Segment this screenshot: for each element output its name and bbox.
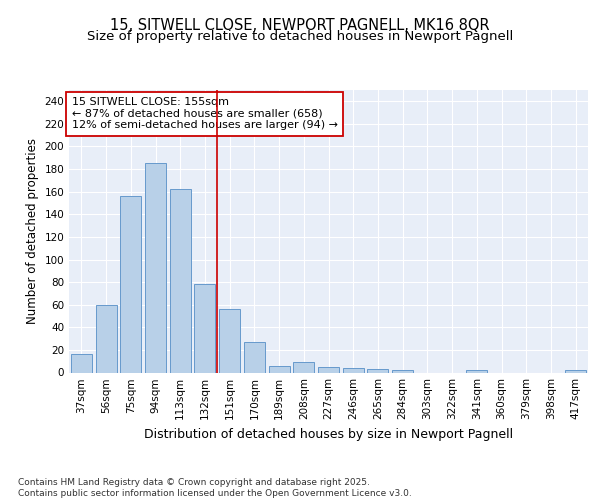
- Bar: [343, 368, 364, 372]
- X-axis label: Distribution of detached houses by size in Newport Pagnell: Distribution of detached houses by size …: [144, 428, 513, 441]
- Bar: [466, 370, 487, 372]
- Bar: [565, 370, 586, 372]
- Bar: [120, 196, 141, 372]
- Text: Contains HM Land Registry data © Crown copyright and database right 2025.
Contai: Contains HM Land Registry data © Crown c…: [18, 478, 412, 498]
- Text: 15, SITWELL CLOSE, NEWPORT PAGNELL, MK16 8QR: 15, SITWELL CLOSE, NEWPORT PAGNELL, MK16…: [110, 18, 490, 32]
- Bar: [269, 366, 290, 372]
- Bar: [194, 284, 215, 372]
- Text: Size of property relative to detached houses in Newport Pagnell: Size of property relative to detached ho…: [87, 30, 513, 43]
- Y-axis label: Number of detached properties: Number of detached properties: [26, 138, 39, 324]
- Bar: [392, 370, 413, 372]
- Bar: [170, 190, 191, 372]
- Bar: [367, 369, 388, 372]
- Bar: [293, 362, 314, 372]
- Bar: [219, 309, 240, 372]
- Bar: [318, 367, 339, 372]
- Bar: [71, 354, 92, 372]
- Text: 15 SITWELL CLOSE: 155sqm
← 87% of detached houses are smaller (658)
12% of semi-: 15 SITWELL CLOSE: 155sqm ← 87% of detach…: [71, 97, 338, 130]
- Bar: [95, 304, 116, 372]
- Bar: [244, 342, 265, 372]
- Bar: [145, 164, 166, 372]
